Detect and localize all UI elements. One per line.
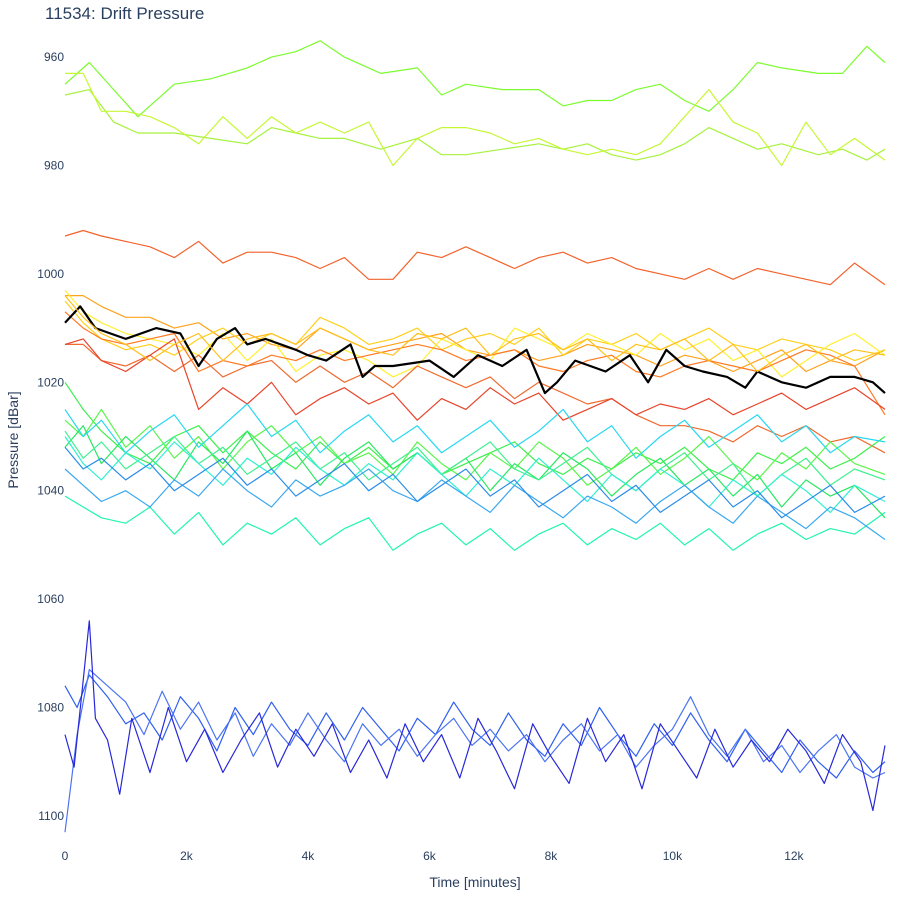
y-tick-label: 960 (44, 50, 64, 64)
series-line-10 (64, 338, 886, 421)
chart-title: 11534: Drift Pressure (45, 4, 205, 23)
y-tick-label: 1020 (37, 375, 64, 389)
series-line-21 (64, 446, 886, 519)
x-axis-ticks: 0 2k 4k 6k 8k 10k 12k (62, 849, 805, 863)
y-tick-label: 1040 (37, 484, 64, 498)
x-tick-label: 12k (784, 849, 804, 863)
x-tick-label: 8k (545, 849, 559, 863)
series-line-13 (64, 381, 886, 481)
y-tick-label: 1000 (37, 267, 64, 281)
y-tick-label: 1100 (38, 809, 64, 823)
y-tick-label: 1080 (37, 701, 64, 715)
series-line-12 (64, 295, 886, 373)
x-tick-label: 4k (302, 849, 316, 863)
series-line-3 (65, 72, 886, 167)
x-tick-label: 6k (423, 849, 437, 863)
series-line-14 (64, 408, 886, 486)
y-axis-ticks: 960 980 1000 1020 1040 1060 1080 1100 (37, 50, 64, 823)
series-line-16 (64, 430, 886, 497)
x-axis-title: Time [minutes] (429, 874, 520, 890)
y-tick-label: 1060 (37, 592, 64, 606)
y-tick-label: 980 (44, 159, 64, 173)
series-line-6 (64, 300, 886, 362)
series-line-23 (64, 668, 886, 833)
series-line-17 (64, 495, 886, 551)
x-tick-label: 0 (62, 849, 69, 863)
series-line-7 (64, 289, 886, 378)
series-line-24 (64, 620, 886, 812)
x-tick-label: 2k (180, 849, 194, 863)
x-tick-label: 10k (663, 849, 683, 863)
y-axis-title: Pressure [dBar] (5, 391, 21, 488)
series-line-19 (64, 403, 886, 459)
series-line-20 (64, 468, 886, 540)
series-line-15 (64, 425, 886, 519)
series-line-9 (64, 311, 886, 416)
series-line-4 (64, 229, 886, 286)
series-layer (64, 40, 886, 833)
series-line-8 (65, 343, 886, 454)
series-line-2 (64, 88, 886, 161)
series-line-5 (65, 295, 886, 373)
series-line-1 (64, 40, 886, 118)
